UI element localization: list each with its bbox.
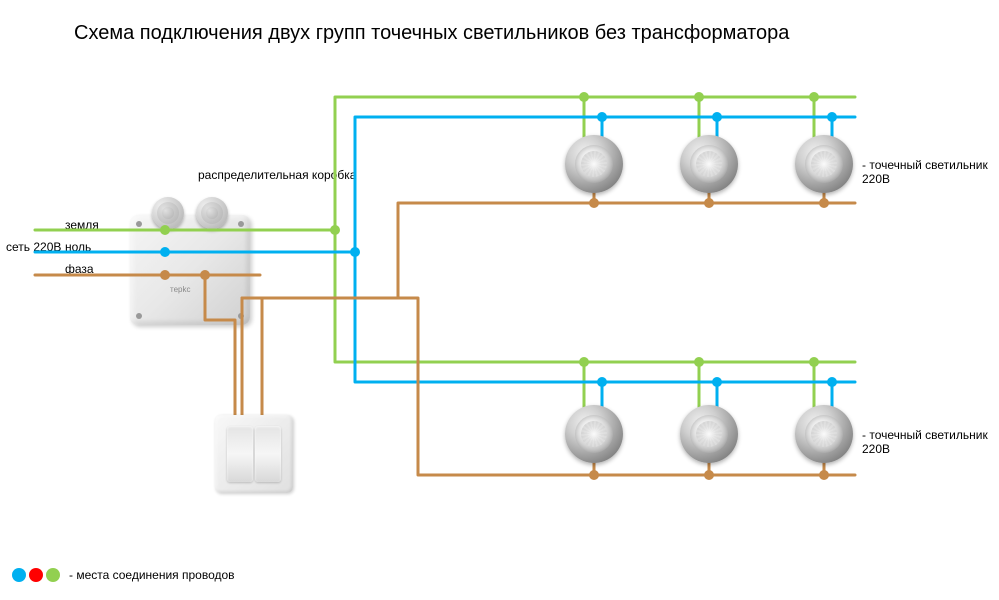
spotlight-bottom-1 xyxy=(565,405,623,463)
spotlight-top-1 xyxy=(565,135,623,193)
node-earth-top-2 xyxy=(809,92,819,102)
legend-text: - места соединения проводов xyxy=(69,568,235,582)
node-neutral-top-2 xyxy=(827,112,837,122)
spotlight-top-3 xyxy=(795,135,853,193)
junction-box: терkс xyxy=(130,195,260,325)
label-phase: фаза xyxy=(65,262,94,276)
wire-neutral-bot-main xyxy=(355,252,855,382)
node-earth-top-0 xyxy=(579,92,589,102)
legend-dot-red xyxy=(29,568,43,582)
node-phase-top-1 xyxy=(704,198,714,208)
node-neutral-bot-1 xyxy=(712,377,722,387)
node-earth-top-1 xyxy=(694,92,704,102)
spotlight-bottom-3 xyxy=(795,405,853,463)
node-phase-top-2 xyxy=(819,198,829,208)
label-lamp-top: - точечный светильник 220В xyxy=(862,158,999,186)
node-earth-bot-0 xyxy=(579,357,589,367)
junction-box-brand: терkс xyxy=(170,285,190,294)
legend: - места соединения проводов xyxy=(12,568,235,582)
wire-phase-bot-main xyxy=(262,298,855,475)
switch-key-2 xyxy=(255,426,281,482)
spotlight-top-2 xyxy=(680,135,738,193)
node-neutral-top-0 xyxy=(597,112,607,122)
switch-key-1 xyxy=(227,426,253,482)
legend-dot-blue xyxy=(12,568,26,582)
node-phase-bot-2 xyxy=(819,470,829,480)
double-switch xyxy=(215,415,293,493)
label-earth: земля xyxy=(65,218,99,232)
legend-dot-green xyxy=(46,568,60,582)
node-phase-bot-1 xyxy=(704,470,714,480)
node-neutral-bot-0 xyxy=(597,377,607,387)
wire-phase-top-main xyxy=(242,203,855,298)
label-junction-box: распределительная коробка xyxy=(198,168,356,182)
node-neutral-bot-2 xyxy=(827,377,837,387)
node-phase-top-0 xyxy=(589,198,599,208)
label-mains: сеть 220В xyxy=(6,240,61,254)
label-lamp-bottom: - точечный светильник 220В xyxy=(862,428,999,456)
node-neutral-top-1 xyxy=(712,112,722,122)
node-phase-bot-0 xyxy=(589,470,599,480)
node-earth-bot-2 xyxy=(809,357,819,367)
spotlight-bottom-2 xyxy=(680,405,738,463)
label-neutral: ноль xyxy=(65,240,91,254)
node-earth-split xyxy=(330,225,340,235)
diagram-title: Схема подключения двух групп точечных св… xyxy=(74,22,789,45)
wire-earth-bot-main xyxy=(335,230,855,362)
node-earth-bot-1 xyxy=(694,357,704,367)
node-neutral-split xyxy=(350,247,360,257)
